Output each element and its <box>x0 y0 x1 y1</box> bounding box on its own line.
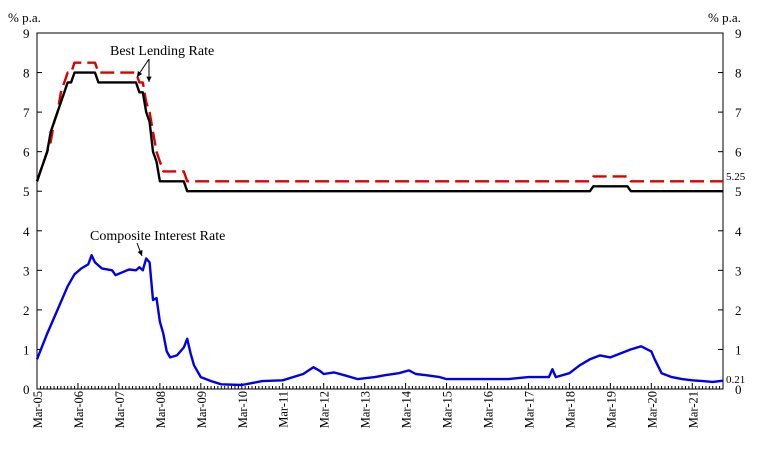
x-tick-label-13: Mar-18 <box>563 391 577 428</box>
y-tick-label-left-8: 8 <box>23 66 30 81</box>
y-unit-right: % p.a. <box>708 10 741 25</box>
plot-area <box>36 32 724 390</box>
y-tick-label-right-5: 5 <box>735 184 742 199</box>
y-tick-label-left-6: 6 <box>23 145 30 160</box>
x-tick-label-15: Mar-20 <box>645 391 659 428</box>
composite-interest-rate-arrow <box>136 242 143 257</box>
y-tick-label-left-4: 4 <box>23 224 30 239</box>
y-tick-label-right-4: 4 <box>735 224 742 239</box>
x-tick-label-16: Mar-21 <box>686 391 700 428</box>
x-tick-label-11: Mar-16 <box>482 391 496 428</box>
annotation-best-lending-rate: Best Lending Rate <box>110 44 214 59</box>
y-tick-label-left-0: 0 <box>23 382 30 397</box>
x-tick-label-0: Mar-05 <box>31 391 45 428</box>
y-tick-label-right-8: 8 <box>735 66 742 81</box>
y-tick-label-left-7: 7 <box>23 105 30 120</box>
y-tick-label-left-5: 5 <box>23 184 30 199</box>
end-label-composite-interest-rate: 0.21 <box>726 374 745 386</box>
y-tick-label-left-3: 3 <box>23 263 30 278</box>
y-tick-label-right-0: 0 <box>735 382 742 397</box>
annotation-composite-interest-rate: Composite Interest Rate <box>90 229 225 244</box>
y-tick-label-left-2: 2 <box>23 303 30 318</box>
x-tick-label-3: Mar-08 <box>154 391 168 428</box>
x-tick-label-9: Mar-14 <box>400 390 414 428</box>
x-tick-label-6: Mar-11 <box>277 391 291 428</box>
y-tick-label-right-2: 2 <box>735 303 742 318</box>
best-lending-rate-arrow-1 <box>136 58 150 78</box>
x-tick-label-1: Mar-06 <box>72 391 86 428</box>
x-tick-label-10: Mar-15 <box>441 391 455 428</box>
y-tick-label-right-9: 9 <box>735 26 742 41</box>
y-tick-label-left-9: 9 <box>23 26 30 41</box>
y-tick-label-right-7: 7 <box>735 105 742 120</box>
best-lending-rate-upper-line <box>35 61 723 183</box>
composite-interest-rate-line <box>35 254 724 387</box>
x-tick-label-5: Mar-10 <box>236 391 250 428</box>
y-tick-label-left-1: 1 <box>23 342 30 357</box>
x-tick-label-14: Mar-19 <box>604 391 618 428</box>
best-lending-rate-arrow-2 <box>146 59 152 82</box>
best-lending-rate-lower-line <box>35 71 723 193</box>
y-unit-left: % p.a. <box>8 10 41 25</box>
end-label-best-lending-rate: 5.25 <box>726 171 746 183</box>
y-tick-label-right-6: 6 <box>735 145 742 160</box>
y-tick-label-right-1: 1 <box>735 342 742 357</box>
x-tick-label-2: Mar-07 <box>113 391 127 428</box>
x-tick-label-4: Mar-09 <box>195 391 209 428</box>
x-tick-label-8: Mar-13 <box>359 391 373 428</box>
y-tick-label-right-3: 3 <box>735 263 742 278</box>
x-tick-label-12: Mar-17 <box>522 391 536 428</box>
x-tick-label-7: Mar-12 <box>318 391 332 428</box>
